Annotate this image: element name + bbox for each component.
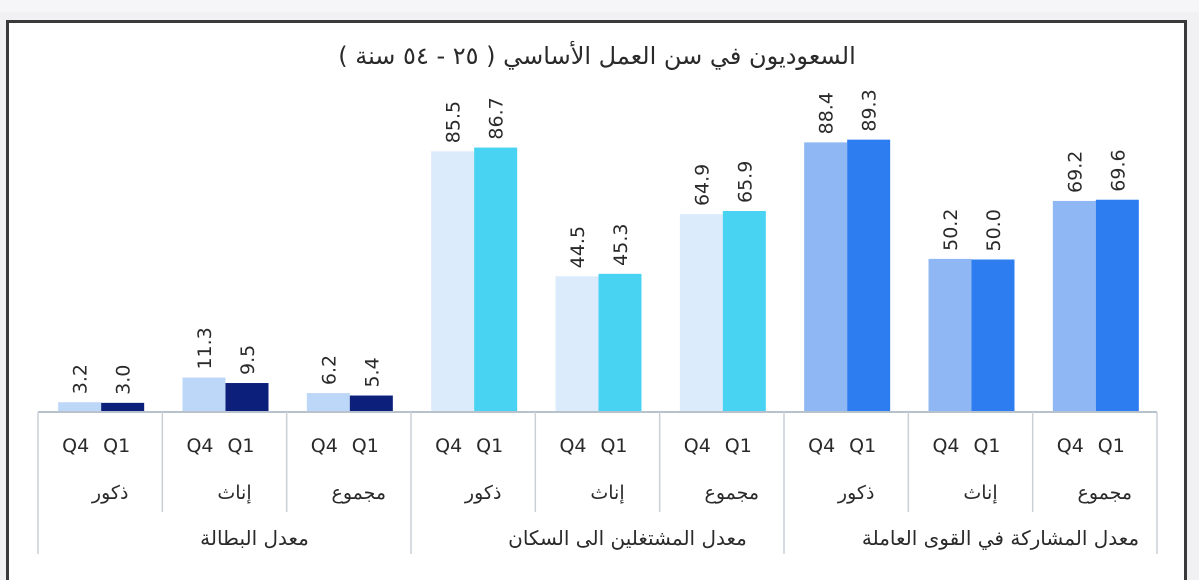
category-label-7: إناث	[963, 482, 997, 505]
bar-q1-6	[847, 139, 891, 412]
bar-q4-0	[58, 402, 102, 412]
data-label-q1-5: 65.9	[734, 161, 756, 203]
bar-q1-1	[225, 383, 269, 412]
bar-q4-4	[555, 276, 599, 412]
tick-label-q1-5: Q1	[725, 435, 752, 457]
bar-q1-8	[1095, 199, 1139, 412]
category-label-5: مجموع	[705, 482, 760, 504]
bar-q1-0	[101, 402, 145, 412]
data-label-q1-6: 89.3	[859, 89, 881, 131]
tick-label-q4-2: Q4	[311, 435, 338, 457]
bar-q4-3	[431, 151, 475, 412]
tick-label-q4-8: Q4	[1057, 435, 1084, 457]
tick-label-q4-5: Q4	[684, 435, 711, 457]
tick-label-q4-6: Q4	[808, 435, 835, 457]
data-label-q4-0: 3.2	[70, 364, 92, 394]
bar-q4-1	[182, 377, 226, 412]
group-label-2: معدل المشاركة في القوى العاملة	[862, 526, 1139, 551]
tick-label-q4-1: Q4	[186, 435, 213, 457]
bar-q1-3	[474, 147, 518, 412]
chart-title: السعوديون في سن العمل الأساسي ( ٢٥ - ٥٤ …	[338, 41, 856, 70]
data-label-q1-1: 9.5	[237, 345, 259, 375]
top-strip	[0, 0, 1199, 12]
data-label-q1-4: 45.3	[610, 224, 632, 266]
tick-label-q4-7: Q4	[932, 435, 959, 457]
data-label-q1-7: 50.0	[983, 209, 1005, 251]
tick-label-q1-8: Q1	[1098, 435, 1125, 457]
data-label-q4-8: 69.2	[1064, 151, 1086, 193]
data-label-q4-3: 85.5	[443, 101, 465, 143]
category-label-8: مجموع	[1078, 482, 1133, 504]
data-label-q4-1: 11.3	[194, 327, 216, 369]
bar-q1-4	[598, 273, 642, 412]
category-label-0: ذكور	[91, 482, 129, 504]
bar-q4-5	[679, 214, 723, 412]
group-label-0: معدل البطالة	[200, 526, 309, 550]
data-label-q1-0: 3.0	[113, 365, 135, 395]
data-label-q1-2: 5.4	[361, 357, 383, 387]
tick-label-q4-4: Q4	[559, 435, 586, 457]
data-label-q4-4: 44.5	[567, 226, 589, 268]
bar-q4-8	[1052, 200, 1096, 412]
tick-label-q1-3: Q1	[476, 435, 503, 457]
tick-label-q4-0: Q4	[62, 435, 89, 457]
category-label-1: إناث	[217, 482, 251, 505]
bar-q1-5	[722, 211, 766, 412]
data-label-q4-5: 64.9	[691, 164, 713, 206]
data-label-q1-8: 69.6	[1107, 149, 1129, 191]
tick-label-q1-7: Q1	[973, 435, 1000, 457]
tick-label-q4-3: Q4	[435, 435, 462, 457]
category-label-4: إناث	[590, 482, 624, 505]
bar-q4-7	[928, 258, 972, 412]
bar-q1-7	[971, 259, 1015, 412]
category-label-6: ذكور	[837, 482, 875, 504]
data-label-q4-7: 50.2	[940, 209, 962, 251]
bar-q1-2	[349, 395, 393, 412]
category-label-2: مجموع	[332, 482, 387, 504]
data-label-q1-3: 86.7	[486, 97, 508, 139]
group-label-1: معدل المشتغلين الى السكان	[508, 526, 747, 550]
data-label-q4-2: 6.2	[318, 355, 340, 385]
bar-q4-6	[804, 142, 848, 412]
tick-label-q1-1: Q1	[227, 435, 254, 457]
category-label-3: ذكور	[464, 482, 502, 504]
tick-label-q1-6: Q1	[849, 435, 876, 457]
tick-label-q1-0: Q1	[103, 435, 130, 457]
tick-label-q1-2: Q1	[352, 435, 379, 457]
data-label-q4-6: 88.4	[816, 92, 838, 134]
tick-label-q1-4: Q1	[600, 435, 627, 457]
bar-q4-2	[306, 393, 350, 412]
